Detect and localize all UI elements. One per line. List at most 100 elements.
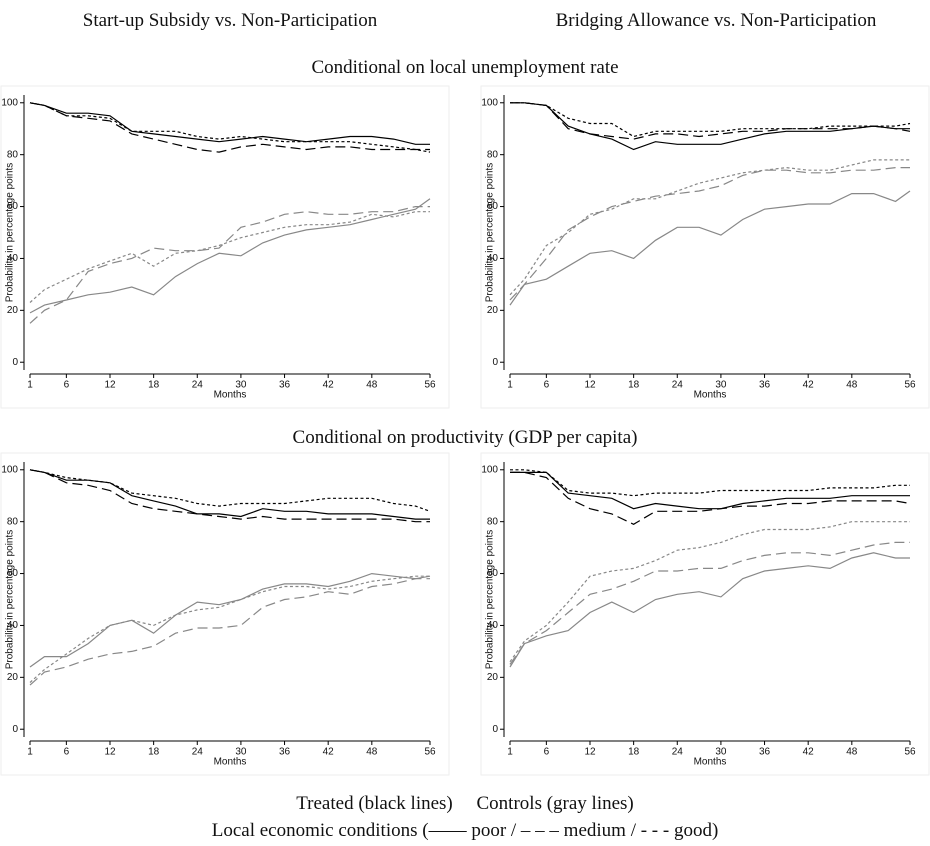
column-title: Start-up Subsidy vs. Non-Participation [83,10,378,31]
panel: 0 20 40 60 80 100 1 6 12 18 24 30 36 42 48 56 Months Prob… [0,85,450,409]
series-line [29,206,430,324]
row-title: Conditional on local unemployment rate [311,57,618,78]
x-tick-label: 12 [584,380,596,391]
x-tick-label: 1 [507,747,513,758]
x-tick-label: 42 [323,380,335,391]
y-tick-label: 60 [487,568,499,579]
x-tick-label: 30 [715,747,727,758]
series-line [509,521,910,663]
x-tick-label: 48 [366,747,378,758]
series-line [510,471,910,510]
series-line [29,469,431,512]
x-tick-label: 56 [904,747,916,758]
x-tick-label: 42 [803,380,815,391]
x-tick-label: 1 [27,380,33,391]
y-axis-label: Probability in percentage points [485,530,496,670]
x-tick-label: 12 [104,747,116,758]
y-tick-label: 100 [1,464,18,475]
series-line [29,102,430,153]
x-tick-label: 24 [192,380,204,391]
x-tick-label: 48 [846,747,858,758]
series-line [29,469,430,523]
series-line [29,572,431,668]
x-tick-label: 24 [192,747,204,758]
x-tick-label: 24 [672,747,684,758]
y-tick-label: 80 [7,149,19,160]
series-line [29,469,430,520]
x-tick-label: 30 [235,747,247,758]
y-tick-label: 80 [7,516,19,527]
y-axis-label: Probability in percentage points [5,163,16,303]
x-tick-label: 6 [64,380,70,391]
y-axis-label: Probability in percentage points [485,163,496,303]
x-tick-label: 36 [279,747,291,758]
y-axis-label: Probability in percentage points [5,530,16,670]
x-axis-label: Months [214,390,247,401]
series-line [29,575,430,683]
series-line [509,167,910,301]
series-line [509,541,910,665]
series-line [29,211,430,303]
panel-frame [480,85,930,409]
x-tick-label: 12 [584,747,596,758]
series-line [510,469,910,497]
x-tick-label: 18 [148,747,160,758]
x-tick-label: 6 [544,747,550,758]
y-tick-label: 60 [7,201,19,212]
x-tick-label: 24 [672,380,684,391]
panel-frame [480,452,930,776]
column-title: Bridging Allowance vs. Non-Participation [556,10,877,31]
y-tick-label: 60 [487,201,499,212]
x-tick-label: 56 [904,380,916,391]
y-tick-label: 40 [7,620,19,631]
x-tick-label: 18 [628,747,640,758]
y-tick-label: 0 [492,357,498,368]
x-tick-label: 30 [235,380,247,391]
y-tick-label: 0 [12,724,18,735]
x-tick-label: 56 [424,747,436,758]
panel: 0 20 40 60 80 100 1 6 12 18 24 30 36 42 48 56 Months Prob… [480,85,930,409]
panel-frame [0,85,450,409]
x-axis-label: Months [694,390,727,401]
y-tick-label: 100 [481,464,498,475]
x-axis-label: Months [214,757,247,768]
series-line [510,102,911,138]
x-tick-label: 48 [366,380,378,391]
y-tick-label: 0 [12,357,18,368]
y-tick-label: 40 [487,253,499,264]
x-tick-label: 18 [628,380,640,391]
panel: 0 20 40 60 80 100 1 6 12 18 24 30 36 42 48 56 Months Prob… [480,452,930,776]
series-line [510,102,911,140]
panel: 0 20 40 60 80 100 1 6 12 18 24 30 36 42 48 56 Months Prob… [0,452,450,776]
series-line [29,198,431,314]
legend-text: Treated (black lines) Controls (gray lin… [296,793,634,814]
series-line [29,102,431,153]
x-tick-label: 36 [279,380,291,391]
row-title: Conditional on productivity (GDP per cap… [293,427,638,448]
x-tick-label: 36 [759,747,771,758]
x-axis-label: Months [694,757,727,768]
y-tick-label: 80 [487,149,499,160]
y-tick-label: 20 [487,305,499,316]
y-tick-label: 100 [481,97,498,108]
x-tick-label: 48 [846,380,858,391]
x-tick-label: 6 [64,747,70,758]
y-tick-label: 40 [487,620,499,631]
y-tick-label: 100 [1,97,18,108]
panel-frame [0,452,450,776]
x-tick-label: 6 [544,380,550,391]
x-tick-label: 1 [507,380,513,391]
x-tick-label: 12 [104,380,116,391]
y-tick-label: 40 [7,253,19,264]
x-tick-label: 1 [27,747,33,758]
x-tick-label: 30 [715,380,727,391]
series-line [509,552,910,668]
series-line [29,102,430,145]
series-line [510,471,911,525]
y-tick-label: 20 [487,672,499,683]
legend-text: Local economic conditions (—— poor / – –… [212,820,719,841]
y-tick-label: 0 [492,724,498,735]
x-tick-label: 56 [424,380,436,391]
series-line [29,578,430,686]
